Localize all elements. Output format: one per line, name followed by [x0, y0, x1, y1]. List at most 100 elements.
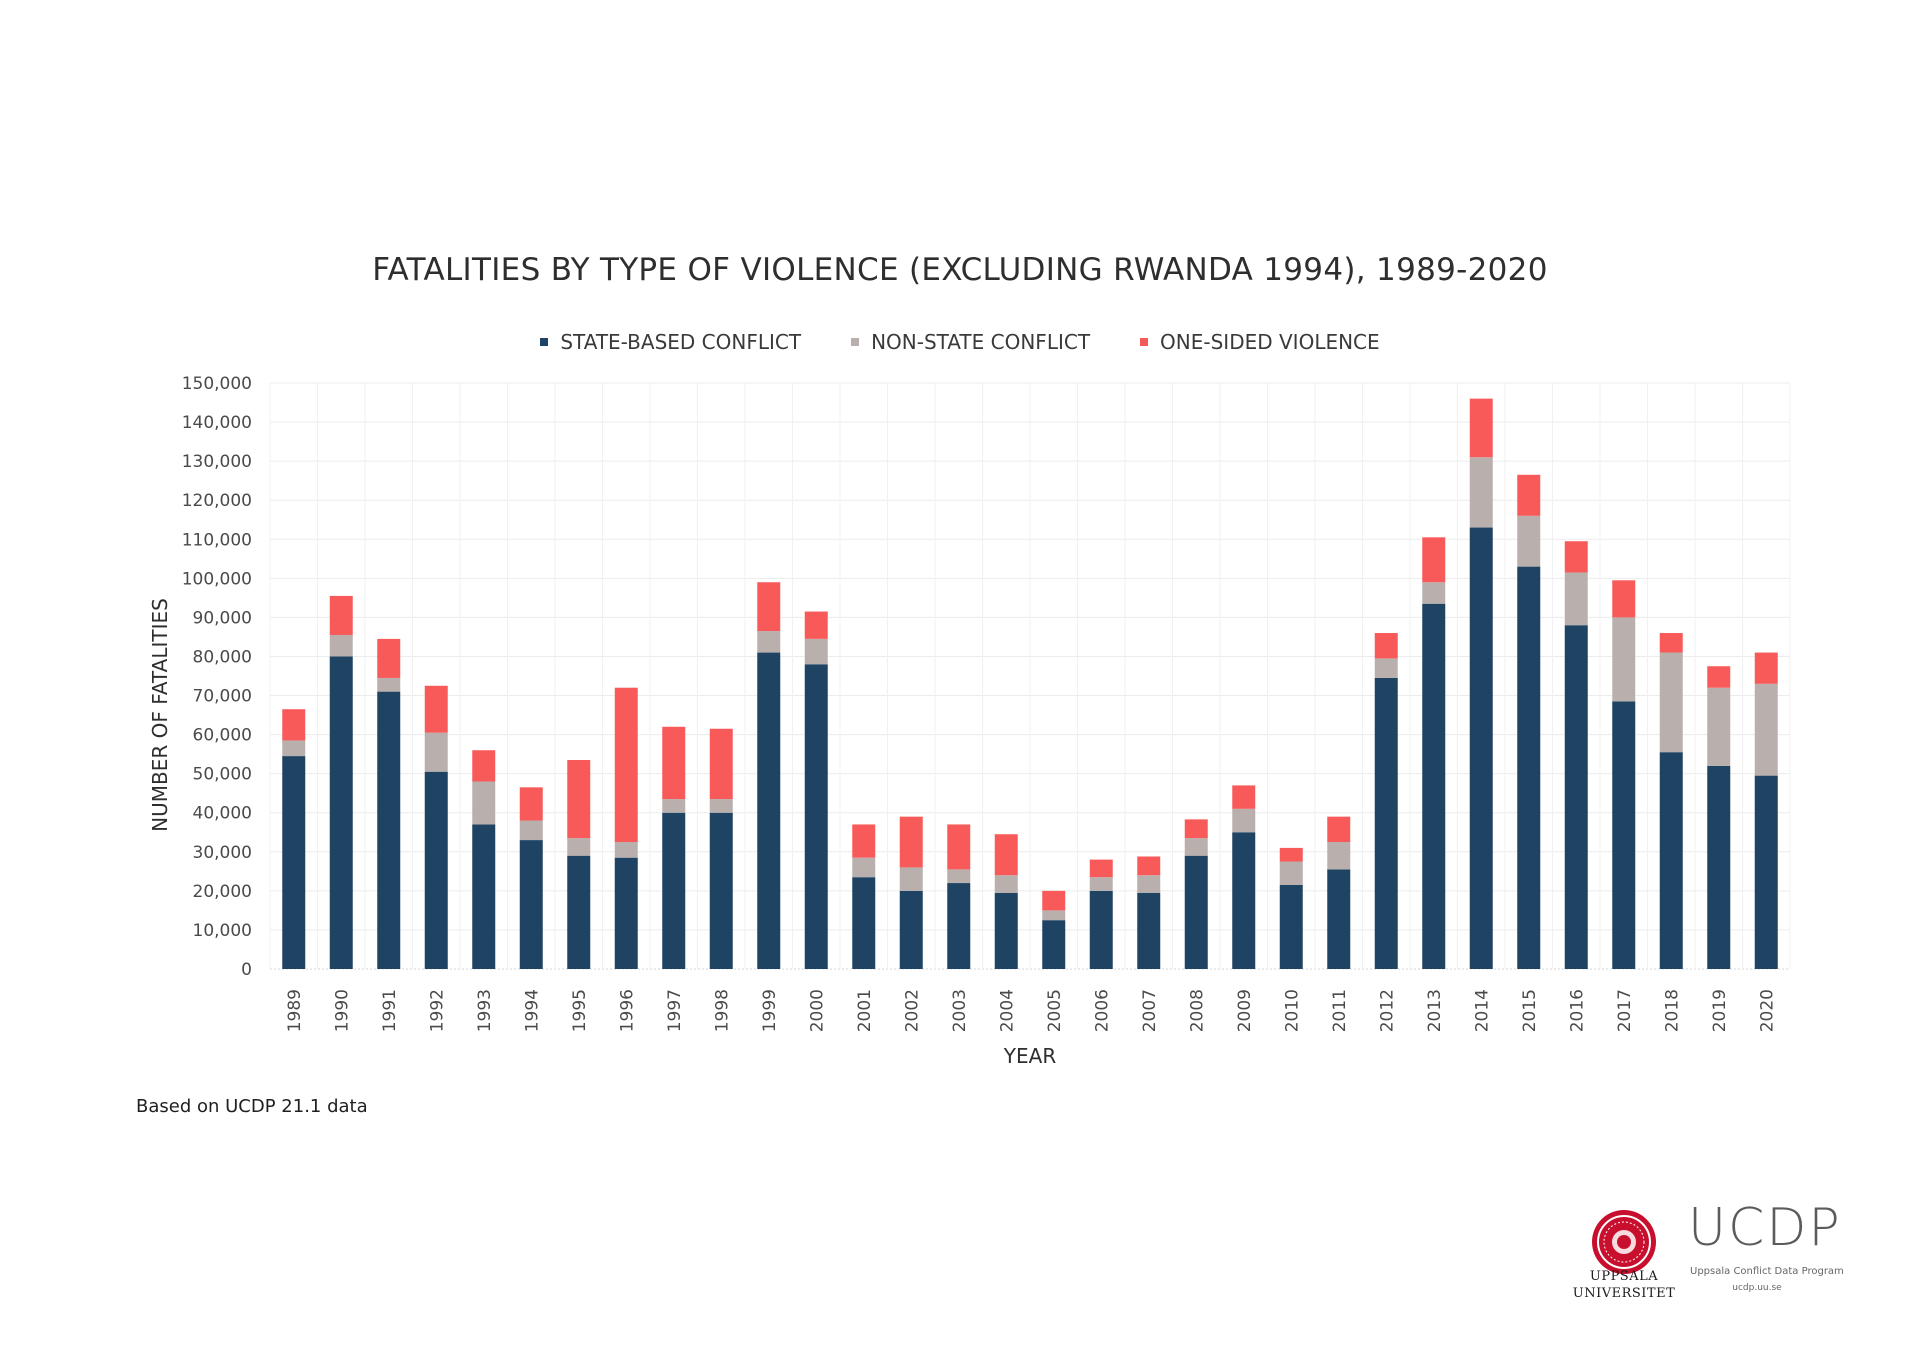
- bar-state-based-conflict-2012[interactable]: [1374, 677, 1398, 969]
- bar-one-sided-violence-2017[interactable]: [1612, 580, 1636, 618]
- bar-non-state-conflict-2003[interactable]: [947, 869, 971, 884]
- bar-state-based-conflict-1991[interactable]: [377, 691, 401, 969]
- bar-non-state-conflict-2019[interactable]: [1707, 687, 1731, 766]
- bar-state-based-conflict-1994[interactable]: [519, 840, 543, 969]
- legend-item-non-state[interactable]: NON-STATE CONFLICT: [851, 330, 1090, 354]
- bar-one-sided-violence-2007[interactable]: [1137, 856, 1161, 876]
- bar-non-state-conflict-2011[interactable]: [1327, 842, 1351, 870]
- bar-one-sided-violence-1993[interactable]: [472, 750, 496, 782]
- bar-non-state-conflict-2016[interactable]: [1564, 572, 1588, 626]
- bar-non-state-conflict-2007[interactable]: [1137, 875, 1161, 893]
- bar-non-state-conflict-1996[interactable]: [614, 842, 638, 858]
- bar-state-based-conflict-2014[interactable]: [1469, 527, 1493, 969]
- bar-non-state-conflict-1998[interactable]: [709, 799, 733, 813]
- bar-state-based-conflict-2016[interactable]: [1564, 625, 1588, 969]
- bar-state-based-conflict-1997[interactable]: [662, 812, 686, 969]
- bar-state-based-conflict-2018[interactable]: [1659, 752, 1683, 969]
- bar-non-state-conflict-2014[interactable]: [1469, 457, 1493, 528]
- bar-one-sided-violence-1995[interactable]: [567, 759, 591, 839]
- bar-state-based-conflict-2009[interactable]: [1232, 832, 1256, 969]
- bar-one-sided-violence-2015[interactable]: [1517, 474, 1541, 516]
- bar-non-state-conflict-2009[interactable]: [1232, 808, 1256, 833]
- bar-one-sided-violence-1997[interactable]: [662, 726, 686, 800]
- x-tick-label: 1992: [427, 989, 447, 1032]
- bar-one-sided-violence-1994[interactable]: [519, 787, 543, 821]
- bar-non-state-conflict-2018[interactable]: [1659, 652, 1683, 753]
- bar-state-based-conflict-1996[interactable]: [614, 857, 638, 969]
- bar-non-state-conflict-2013[interactable]: [1422, 582, 1446, 604]
- bar-one-sided-violence-2018[interactable]: [1659, 633, 1683, 653]
- bar-non-state-conflict-1990[interactable]: [329, 634, 353, 657]
- bar-one-sided-violence-2011[interactable]: [1327, 816, 1351, 843]
- bar-non-state-conflict-2015[interactable]: [1517, 515, 1541, 567]
- bar-one-sided-violence-2001[interactable]: [852, 824, 876, 858]
- bar-one-sided-violence-2013[interactable]: [1422, 537, 1446, 583]
- bar-state-based-conflict-2011[interactable]: [1327, 869, 1351, 969]
- bar-state-based-conflict-2015[interactable]: [1517, 566, 1541, 969]
- bar-state-based-conflict-2004[interactable]: [994, 892, 1018, 969]
- bar-non-state-conflict-2020[interactable]: [1754, 683, 1778, 776]
- bar-one-sided-violence-1998[interactable]: [709, 728, 733, 800]
- bar-non-state-conflict-1997[interactable]: [662, 799, 686, 813]
- bar-state-based-conflict-2002[interactable]: [899, 890, 923, 969]
- bar-non-state-conflict-2001[interactable]: [852, 857, 876, 878]
- bar-one-sided-violence-2005[interactable]: [1042, 890, 1066, 911]
- bar-state-based-conflict-2005[interactable]: [1042, 920, 1066, 969]
- bar-state-based-conflict-2003[interactable]: [947, 883, 971, 969]
- bar-state-based-conflict-1995[interactable]: [567, 855, 591, 969]
- bar-non-state-conflict-1994[interactable]: [519, 820, 543, 841]
- bar-state-based-conflict-1993[interactable]: [472, 824, 496, 969]
- legend-item-state-based[interactable]: STATE-BASED CONFLICT: [540, 330, 801, 354]
- bar-one-sided-violence-2003[interactable]: [947, 824, 971, 870]
- bar-non-state-conflict-2010[interactable]: [1279, 861, 1303, 886]
- bar-non-state-conflict-2006[interactable]: [1089, 877, 1113, 891]
- bar-state-based-conflict-2006[interactable]: [1089, 890, 1113, 969]
- bar-state-based-conflict-2017[interactable]: [1612, 701, 1636, 969]
- bar-state-based-conflict-1989[interactable]: [282, 756, 306, 969]
- bar-one-sided-violence-2009[interactable]: [1232, 785, 1256, 809]
- legend-item-one-sided[interactable]: ONE-SIDED VIOLENCE: [1140, 330, 1380, 354]
- bar-non-state-conflict-2008[interactable]: [1184, 838, 1208, 856]
- bar-state-based-conflict-2000[interactable]: [804, 664, 828, 969]
- bar-one-sided-violence-2014[interactable]: [1469, 398, 1493, 458]
- bar-one-sided-violence-1996[interactable]: [614, 687, 638, 843]
- bar-state-based-conflict-2007[interactable]: [1137, 892, 1161, 969]
- bar-state-based-conflict-2013[interactable]: [1422, 603, 1446, 969]
- bar-state-based-conflict-1990[interactable]: [329, 656, 353, 969]
- bar-non-state-conflict-1995[interactable]: [567, 838, 591, 856]
- bar-state-based-conflict-2001[interactable]: [852, 877, 876, 969]
- bar-one-sided-violence-2008[interactable]: [1184, 819, 1208, 839]
- bar-non-state-conflict-2000[interactable]: [804, 638, 828, 665]
- bar-one-sided-violence-2004[interactable]: [994, 834, 1018, 876]
- bar-one-sided-violence-2019[interactable]: [1707, 666, 1731, 688]
- bar-non-state-conflict-2012[interactable]: [1374, 658, 1398, 678]
- bar-state-based-conflict-1999[interactable]: [757, 652, 781, 969]
- bar-non-state-conflict-1992[interactable]: [424, 732, 448, 772]
- bar-state-based-conflict-2020[interactable]: [1754, 775, 1778, 969]
- bar-state-based-conflict-1992[interactable]: [424, 771, 448, 969]
- bar-state-based-conflict-1998[interactable]: [709, 812, 733, 969]
- bar-non-state-conflict-2005[interactable]: [1042, 910, 1066, 921]
- bar-one-sided-violence-2016[interactable]: [1564, 541, 1588, 573]
- bar-non-state-conflict-1989[interactable]: [282, 740, 306, 757]
- bar-one-sided-violence-1992[interactable]: [424, 685, 448, 733]
- bar-one-sided-violence-1991[interactable]: [377, 638, 401, 678]
- bar-state-based-conflict-2019[interactable]: [1707, 765, 1731, 969]
- bar-one-sided-violence-1989[interactable]: [282, 709, 306, 741]
- bar-one-sided-violence-2020[interactable]: [1754, 652, 1778, 684]
- bar-one-sided-violence-2010[interactable]: [1279, 847, 1303, 862]
- bar-non-state-conflict-1999[interactable]: [757, 631, 781, 653]
- bar-non-state-conflict-2017[interactable]: [1612, 617, 1636, 702]
- bar-one-sided-violence-1999[interactable]: [757, 582, 781, 632]
- bar-one-sided-violence-2000[interactable]: [804, 611, 828, 639]
- bar-non-state-conflict-2002[interactable]: [899, 867, 923, 891]
- bar-one-sided-violence-2002[interactable]: [899, 816, 923, 868]
- bar-one-sided-violence-1990[interactable]: [329, 595, 353, 635]
- bar-state-based-conflict-2010[interactable]: [1279, 885, 1303, 969]
- bar-non-state-conflict-1991[interactable]: [377, 677, 401, 692]
- bar-non-state-conflict-1993[interactable]: [472, 781, 496, 825]
- bar-non-state-conflict-2004[interactable]: [994, 875, 1018, 893]
- bar-one-sided-violence-2006[interactable]: [1089, 859, 1113, 878]
- bar-state-based-conflict-2008[interactable]: [1184, 855, 1208, 969]
- bar-one-sided-violence-2012[interactable]: [1374, 633, 1398, 659]
